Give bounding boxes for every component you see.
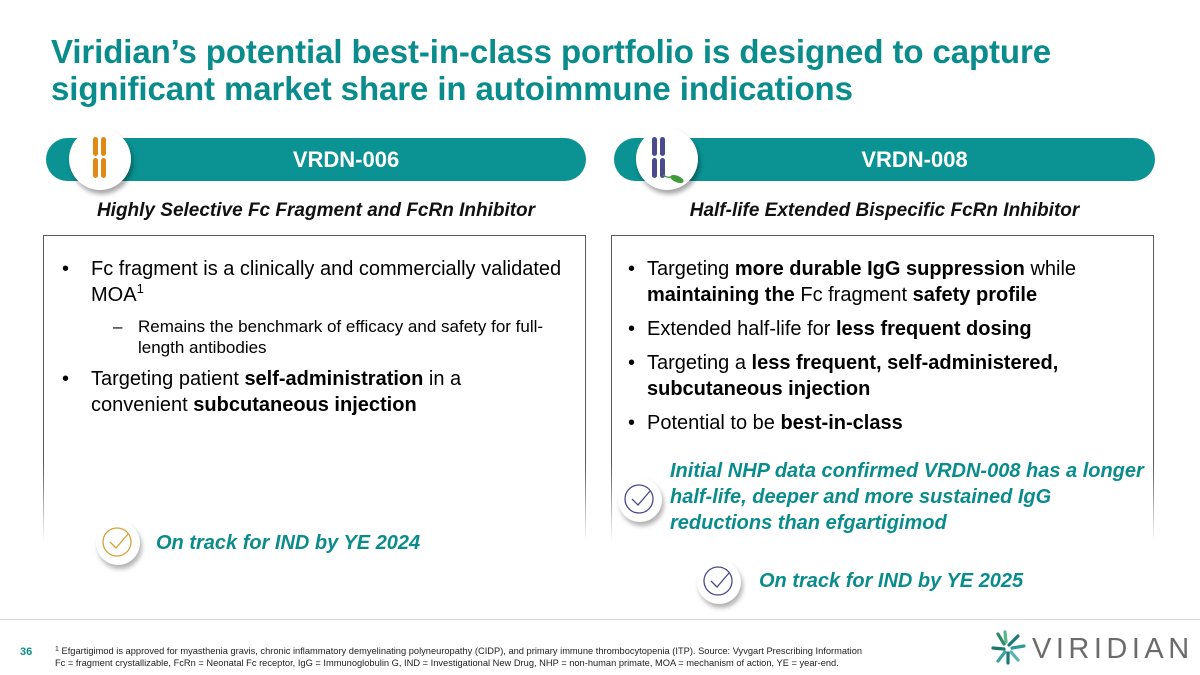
viridian-logo-mark-icon: [991, 630, 1026, 665]
viridian-wordmark: VIRIDIAN: [1032, 633, 1194, 665]
bullet-item: Targeting a less frequent, self-administ…: [628, 350, 1148, 402]
vrdn-006-banner: VRDN-006: [46, 138, 586, 181]
vrdn-008-bullet-list: Targeting more durable IgG suppression w…: [628, 256, 1148, 444]
vrdn-008-label: VRDN-008: [861, 147, 968, 172]
vrdn-006-bullet-list: Fc fragment is a clinically and commerci…: [62, 256, 562, 426]
vrdn-008-content-box: [611, 235, 1154, 555]
vrdn-006-label: VRDN-006: [292, 147, 400, 172]
footnote-line-2: Fc = fragment crystallizable, FcRn = Neo…: [55, 658, 839, 668]
vrdn-006-subtitle: Highly Selective Fc Fragment and FcRn In…: [96, 200, 536, 221]
footer-divider: [0, 619, 1200, 620]
bullet-item: Targeting more durable IgG suppression w…: [628, 256, 1148, 308]
bullet-item: Extended half-life for less frequent dos…: [628, 316, 1148, 342]
slide-title: Viridian’s potential best-in-class portf…: [51, 33, 1051, 107]
check-circle-icon: [618, 478, 662, 522]
vrdn-008-milestone: On track for IND by YE 2025: [759, 570, 1024, 592]
bullet-item: Potential to be best-in-class: [628, 410, 1148, 436]
antibody-fragment-icon: [69, 128, 131, 190]
bullet-item: Fc fragment is a clinically and commerci…: [62, 256, 562, 308]
check-circle-icon: [697, 560, 741, 604]
footnote-line-1: 1 Efgartigimod is approved for myastheni…: [55, 646, 863, 656]
footnote: 1 Efgartigimod is approved for myastheni…: [55, 645, 955, 669]
vrdn-008-subtitle: Half-life Extended Bispecific FcRn Inhib…: [689, 200, 1080, 221]
sub-bullet-item: Remains the benchmark of efficacy and sa…: [62, 316, 562, 358]
footnote-marker: 1: [136, 281, 144, 296]
page-number: 36: [20, 646, 33, 658]
vrdn-008-banner: VRDN-008: [614, 138, 1155, 181]
bullet-item: Targeting patient self-administration in…: [62, 366, 562, 418]
bispecific-antibody-icon: [636, 128, 698, 190]
vrdn-006-milestone: On track for IND by YE 2024: [156, 532, 421, 554]
viridian-logo: VIRIDIAN: [990, 630, 1190, 666]
nhp-data-callout: Initial NHP data confirmed VRDN-008 has …: [670, 460, 1144, 534]
check-circle-icon: [96, 521, 140, 565]
